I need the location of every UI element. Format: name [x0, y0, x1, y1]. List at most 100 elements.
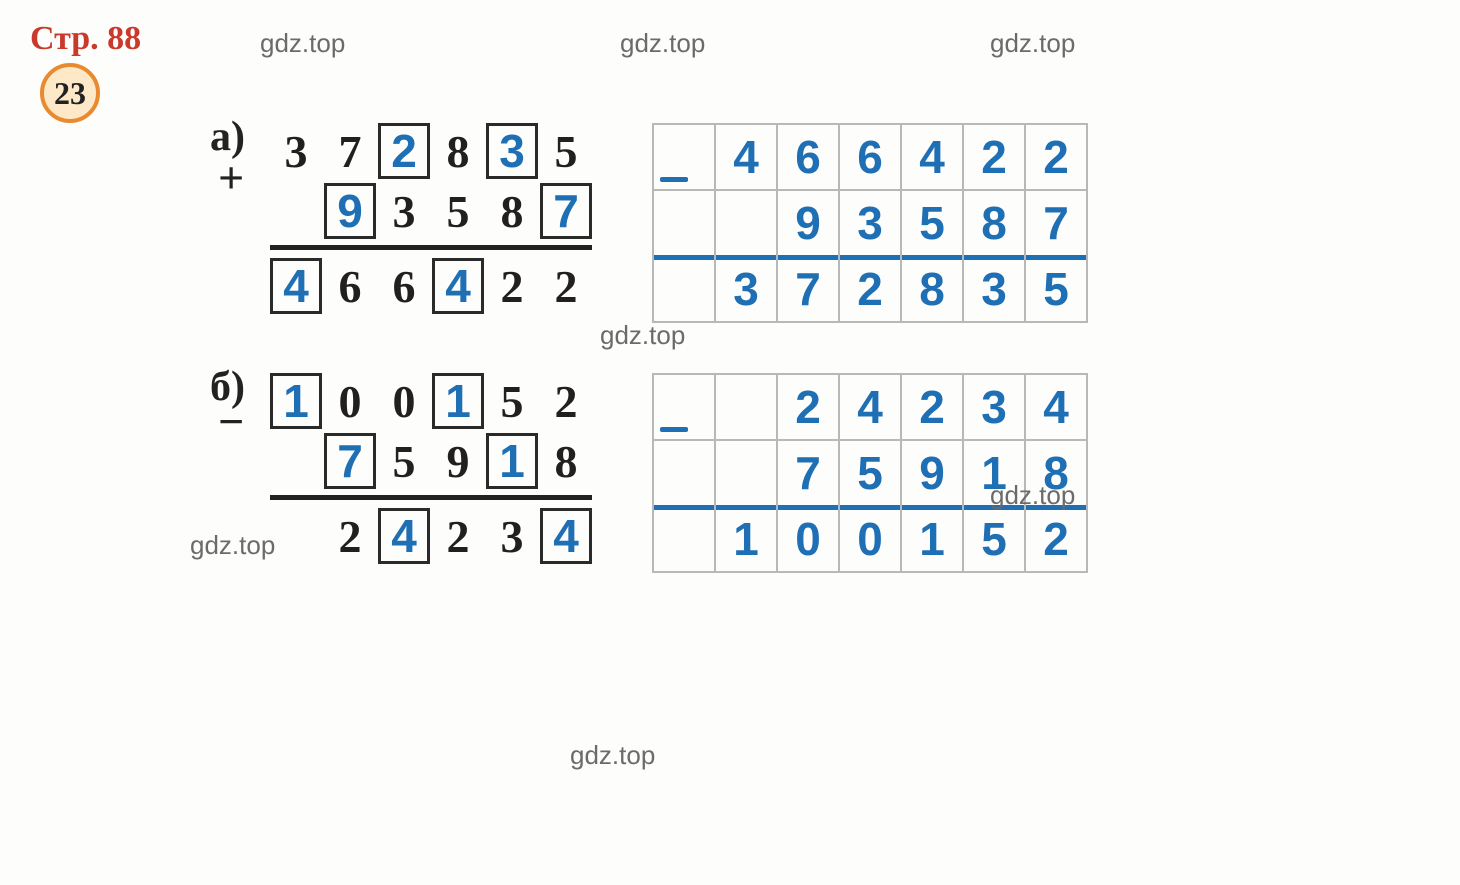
digit-printed: 3 [486, 508, 538, 564]
grid-cell: 4 [839, 374, 901, 440]
grid-cell: 9 [777, 190, 839, 256]
grid-cell: 5 [963, 506, 1025, 572]
digit-printed: 5 [432, 183, 484, 239]
digit-row: 100152 [270, 373, 592, 429]
digit-printed: 3 [378, 183, 430, 239]
grid-cell: 2 [1025, 506, 1087, 572]
grid-cell-empty [715, 190, 777, 256]
watermark: gdz.top [990, 480, 1075, 511]
problem-number-badge: 23 [40, 63, 100, 123]
digit-filled: 2 [378, 123, 430, 179]
digit-empty [270, 183, 322, 239]
problem-number: 23 [54, 75, 86, 112]
digit-row: 24234 [270, 508, 592, 564]
digit-row: 93587 [270, 183, 592, 239]
digit-printed: 5 [540, 123, 592, 179]
check-grid-b: 2423475918100152 [652, 373, 1088, 573]
result-rule [270, 245, 592, 250]
grid-cell: 4 [901, 124, 963, 190]
grid-cell: 2 [901, 374, 963, 440]
watermark: gdz.top [260, 28, 345, 59]
watermark: gdz.top [570, 740, 655, 771]
section-a: а) +37283593587466422 46642293587372835 [210, 123, 1430, 323]
digit-filled: 1 [486, 433, 538, 489]
grid-row: 93587 [653, 190, 1087, 256]
minus-sign: − [218, 395, 244, 448]
watermark: gdz.top [620, 28, 705, 59]
grid-cell-empty [715, 374, 777, 440]
digit-printed: 9 [432, 433, 484, 489]
grid-cell: 1 [715, 506, 777, 572]
grid-cell: 6 [777, 124, 839, 190]
grid-row: 372835 [653, 256, 1087, 322]
digit-filled: 1 [432, 373, 484, 429]
grid-cell-empty [653, 440, 715, 506]
grid-cell: 0 [839, 506, 901, 572]
grid-cell: 3 [839, 190, 901, 256]
digit-printed: 5 [378, 433, 430, 489]
grid-cell-empty [653, 374, 715, 440]
digit-filled: 7 [540, 183, 592, 239]
digit-printed: 3 [270, 123, 322, 179]
grid-cell: 5 [1025, 256, 1087, 322]
grid-cell: 2 [963, 124, 1025, 190]
grid-cell: 4 [715, 124, 777, 190]
header: Стр. 88 [30, 20, 1430, 58]
watermark: gdz.top [600, 320, 685, 351]
digit-printed: 2 [432, 508, 484, 564]
digit-printed: 8 [432, 123, 484, 179]
grid-cell: 2 [1025, 124, 1087, 190]
digit-filled: 1 [270, 373, 322, 429]
grid-cell: 8 [901, 256, 963, 322]
digit-filled: 4 [432, 258, 484, 314]
page-title: Стр. 88 [30, 20, 141, 58]
grid-cell: 7 [777, 440, 839, 506]
section-a-row: +37283593587466422 46642293587372835 [210, 123, 1430, 323]
content: а) +37283593587466422 46642293587372835 … [30, 123, 1430, 573]
digit-printed: 6 [324, 258, 376, 314]
digit-filled: 7 [324, 433, 376, 489]
digit-printed: 8 [540, 433, 592, 489]
grid-cell: 3 [963, 256, 1025, 322]
watermark: gdz.top [190, 530, 275, 561]
grid-cell-empty [653, 256, 715, 322]
grid-cell: 7 [777, 256, 839, 322]
digit-printed: 5 [486, 373, 538, 429]
grid-cell: 6 [839, 124, 901, 190]
grid-cell: 5 [901, 190, 963, 256]
watermark: gdz.top [990, 28, 1075, 59]
digit-printed: 8 [486, 183, 538, 239]
digit-printed: 6 [378, 258, 430, 314]
grid-cell-empty [715, 440, 777, 506]
digit-row: 75918 [270, 433, 592, 489]
digit-filled: 3 [486, 123, 538, 179]
grid-cell: 8 [963, 190, 1025, 256]
addition-problem-a: +37283593587466422 [210, 123, 592, 318]
grid-cell: 2 [777, 374, 839, 440]
digit-filled: 4 [540, 508, 592, 564]
digit-empty [270, 508, 322, 564]
grid-cell: 3 [963, 374, 1025, 440]
grid-cell: 2 [839, 256, 901, 322]
grid-cell-empty [653, 506, 715, 572]
grid-row: 24234 [653, 374, 1087, 440]
digit-filled: 4 [270, 258, 322, 314]
grid-row: 100152 [653, 506, 1087, 572]
grid-cell: 9 [901, 440, 963, 506]
digit-printed: 0 [324, 373, 376, 429]
grid-row: 466422 [653, 124, 1087, 190]
digit-printed: 2 [486, 258, 538, 314]
grid-cell: 3 [715, 256, 777, 322]
digit-printed: 2 [540, 258, 592, 314]
digit-filled: 4 [378, 508, 430, 564]
section-b: б) −1001527591824234 2423475918100152 [210, 373, 1430, 573]
digit-printed: 2 [540, 373, 592, 429]
plus-sign: + [218, 151, 244, 204]
check-grid-a: 46642293587372835 [652, 123, 1088, 323]
digit-printed: 7 [324, 123, 376, 179]
section-b-row: −1001527591824234 2423475918100152 [210, 373, 1430, 573]
grid-cell: 7 [1025, 190, 1087, 256]
digit-printed: 0 [378, 373, 430, 429]
grid-cell: 1 [901, 506, 963, 572]
grid-cell-empty [653, 124, 715, 190]
